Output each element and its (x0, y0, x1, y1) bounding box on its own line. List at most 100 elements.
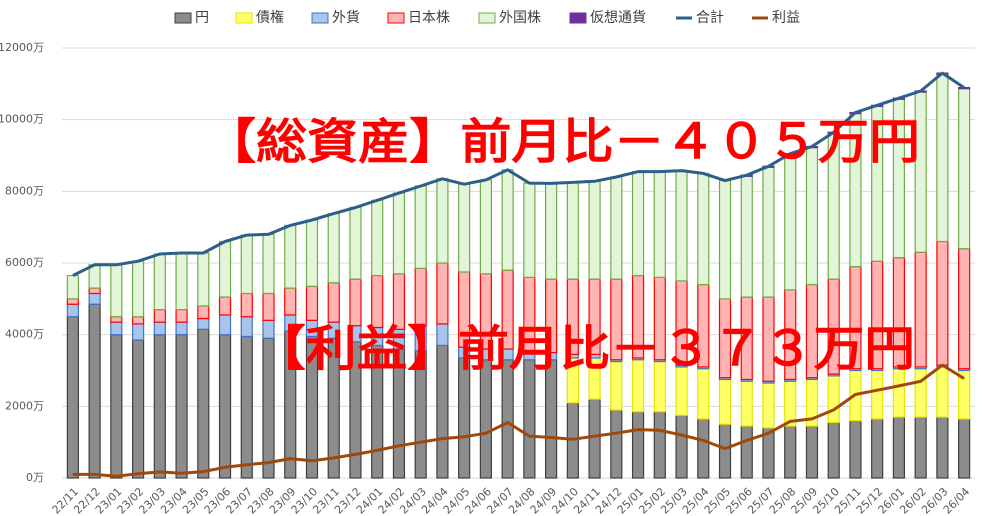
bar-segment (523, 182, 536, 278)
bar-segment (327, 282, 340, 323)
bar-segment (305, 219, 319, 287)
bar-segment (414, 267, 427, 327)
bar-segment (958, 86, 971, 90)
bar-segment (175, 252, 188, 311)
legend: 円 債権 外貨 日本株 外国株 仮想通貨 合計 利益 (174, 9, 800, 26)
bar-segment (545, 182, 558, 280)
y-tick-label: 8000万 (5, 184, 44, 197)
bar-segment (110, 264, 123, 318)
bar-segment (371, 199, 384, 277)
bar-segment (740, 380, 753, 427)
bar-segment (262, 233, 275, 295)
line (72, 71, 965, 277)
bar-segment (349, 278, 362, 327)
bar-segment (131, 260, 145, 318)
bar-segment (218, 296, 232, 316)
bar-segment (240, 335, 253, 479)
bar-segment (740, 175, 753, 298)
bar-segment (110, 316, 123, 323)
legend-swatch (311, 12, 329, 24)
bar-segment (218, 314, 232, 336)
bar-segment (871, 369, 884, 420)
y-tick-label: 12000万 (0, 41, 44, 54)
bar-segment (871, 418, 884, 479)
bar-segment (718, 378, 732, 425)
bar-segment (153, 334, 166, 479)
bar-segment (718, 423, 732, 479)
legend-label: 合計 (696, 10, 724, 26)
bar-segment (66, 298, 79, 305)
bar-segment (958, 248, 971, 370)
lines (72, 71, 965, 478)
bar-segment (349, 206, 362, 280)
bar-segment (436, 178, 449, 264)
bar-segment (392, 192, 406, 275)
bar-segment (675, 169, 688, 282)
legend-label: 外国株 (499, 10, 541, 26)
y-tick-label: 10000万 (0, 113, 44, 126)
bar-segment (892, 416, 906, 479)
bar-segment (718, 179, 732, 300)
bar-segment (958, 418, 971, 479)
bar-segment (631, 411, 645, 479)
bar-segment (914, 416, 927, 479)
bar-segment (849, 420, 862, 479)
bar-segment (805, 425, 819, 479)
bar-segment (914, 368, 927, 418)
bar-segment (284, 224, 297, 289)
bar-segment (175, 334, 188, 479)
legend-swatch (174, 12, 192, 24)
bar-segment (914, 251, 927, 368)
y-tick-label: 0万 (26, 471, 44, 484)
legend-label: 仮想通貨 (590, 9, 646, 26)
bar-segment (175, 321, 188, 336)
bar-segment (66, 274, 79, 300)
bar-segment (153, 321, 166, 336)
bar-segment (131, 316, 145, 325)
bar-segment (414, 185, 427, 269)
bar-segment (327, 212, 340, 284)
bar-segment (936, 240, 949, 366)
legend-swatch (387, 12, 405, 24)
bar-segment (88, 292, 101, 305)
bar-segment (66, 316, 79, 479)
bar-segment (675, 414, 688, 479)
bar-segment (610, 176, 623, 280)
bar-segment (588, 180, 601, 280)
bar-segment (66, 303, 79, 318)
legend-label: 外貨 (332, 9, 360, 26)
bar-segment (501, 359, 514, 479)
bar-segment (436, 262, 449, 325)
bar-segment (240, 234, 253, 295)
bar-segment (262, 292, 275, 321)
bar-segment (218, 334, 232, 479)
annotation: 【利益】前月比－３７３万円 (255, 321, 915, 377)
bars (66, 72, 971, 479)
bar-segment (697, 418, 710, 479)
bar-segment (371, 274, 384, 329)
bar-segment (110, 321, 123, 336)
legend-swatch (478, 12, 496, 24)
bar-segment (697, 172, 710, 286)
bar-segment (566, 181, 579, 280)
line (72, 363, 965, 478)
bar-segment (305, 285, 319, 321)
legend-swatch (569, 12, 587, 24)
bar-segment (175, 308, 188, 323)
bar-segment (153, 253, 166, 311)
legend-swatch (235, 12, 253, 24)
bar-segment (545, 359, 558, 479)
legend-label: 債権 (256, 9, 284, 26)
bar-segment (610, 409, 623, 479)
bar-segment (240, 292, 253, 318)
bar-segment (588, 398, 601, 479)
bar-segment (653, 171, 666, 278)
bar-segment (197, 252, 210, 307)
bar-segment (110, 334, 123, 479)
bar-segment (88, 303, 101, 479)
bar-segment (784, 380, 797, 427)
bar-segment (458, 183, 471, 273)
bar-segment (653, 411, 666, 479)
y-tick-label: 6000万 (5, 256, 44, 269)
